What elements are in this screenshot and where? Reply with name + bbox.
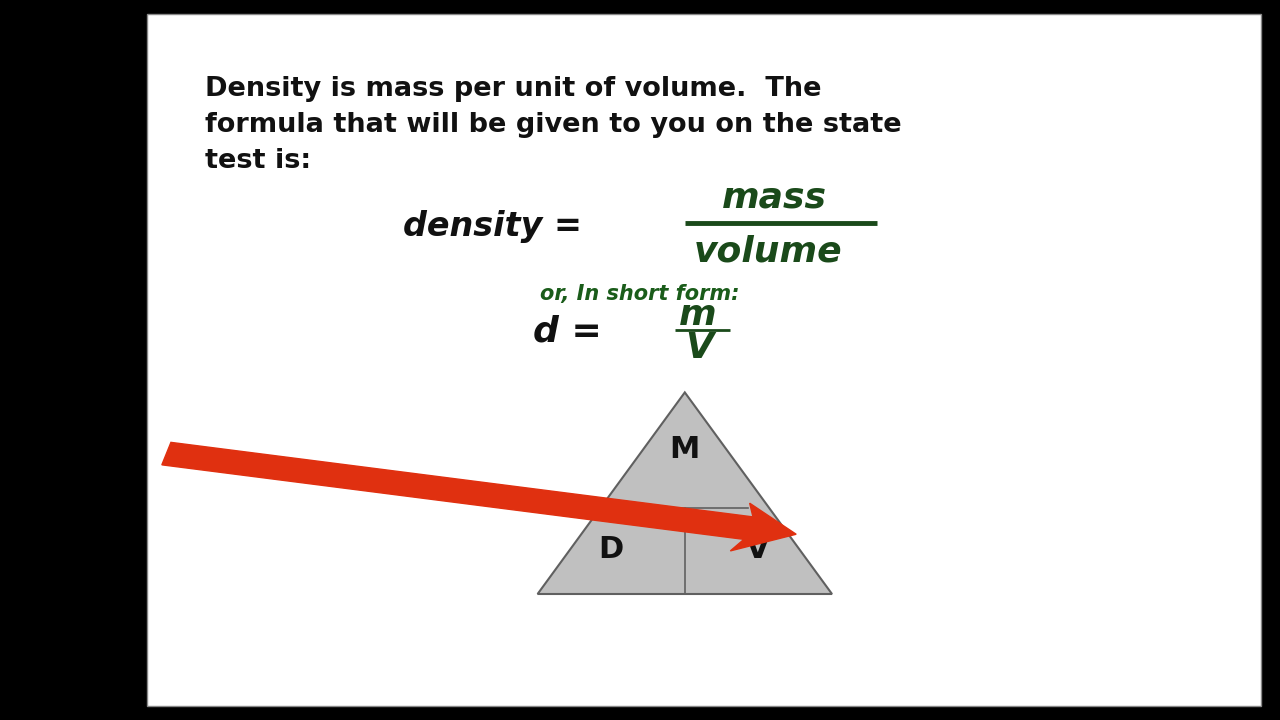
Text: volume: volume	[694, 235, 842, 269]
Text: Density is mass per unit of volume.  The
formula that will be given to you on th: Density is mass per unit of volume. The …	[205, 76, 901, 174]
FancyArrow shape	[161, 442, 796, 551]
Polygon shape	[538, 392, 832, 594]
Text: V: V	[746, 535, 769, 564]
Text: m: m	[678, 298, 717, 333]
Text: V: V	[685, 331, 713, 366]
Text: D: D	[598, 535, 623, 564]
Text: density =: density =	[403, 210, 582, 243]
Text: d =: d =	[532, 314, 602, 348]
Text: mass: mass	[722, 181, 827, 215]
Text: M: M	[669, 436, 700, 464]
Text: or, In short form:: or, In short form:	[540, 284, 740, 304]
